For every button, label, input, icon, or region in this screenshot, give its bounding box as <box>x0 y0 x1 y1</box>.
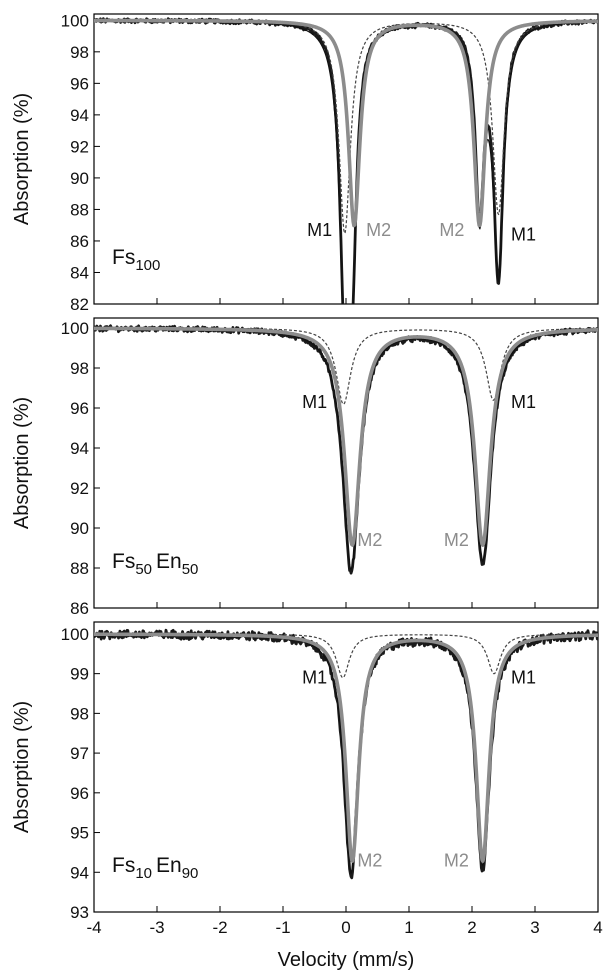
y-tick-label: 82 <box>70 295 89 314</box>
sample-sub2: 90 <box>182 865 199 882</box>
sample-label: Fs100 <box>112 246 160 274</box>
y-tick-label: 84 <box>70 263 89 282</box>
x-tick-label: -2 <box>212 918 227 937</box>
y-tick-label: 92 <box>70 479 89 498</box>
plot-area <box>94 628 598 880</box>
peak-label: M1 <box>511 392 536 412</box>
x-tick-label: -4 <box>86 918 101 937</box>
y-tick-label: 92 <box>70 137 89 156</box>
peak-label: M1 <box>511 668 536 688</box>
y-tick-label: 100 <box>61 625 89 644</box>
peak-label: M2 <box>444 530 469 550</box>
x-tick-label: 4 <box>593 918 602 937</box>
panel-1: 82 84 86 88 90 92 94 96 98 100 Absorption (%) M1 M2 M… <box>11 11 599 314</box>
peak-label: M2 <box>444 850 469 870</box>
y-tick-label: 88 <box>70 559 89 578</box>
y-tick-label: 100 <box>61 319 89 338</box>
peak-label: M1 <box>307 220 332 240</box>
x-axis-label: Velocity (mm/s) <box>278 949 415 971</box>
y-tick-label: 86 <box>70 599 89 618</box>
x-tick-label: 1 <box>404 918 413 937</box>
sample-label: Fs10 En90 <box>112 854 198 882</box>
y-tick-label: 98 <box>70 43 89 62</box>
y-tick-label: 88 <box>70 200 89 219</box>
panel-2: 86 88 90 92 94 96 98 100 Absorption (%) M1 M2 M2 M1 F… <box>11 317 599 618</box>
x-tick-label: -1 <box>275 918 290 937</box>
x-tick-label: -3 <box>149 918 164 937</box>
series-m2-doublet <box>94 18 598 228</box>
series-m1-doublet <box>94 19 598 234</box>
sample-main: Fs <box>112 246 135 269</box>
y-tick-label: 95 <box>70 824 89 843</box>
y-axis-label: Absorption (%) <box>11 93 33 225</box>
x-tick-label: 3 <box>530 918 539 937</box>
sample-sub: 10 <box>135 865 152 882</box>
y-tick-label: 96 <box>70 784 89 803</box>
sample-main: Fs <box>112 550 135 573</box>
series-m1-doublet <box>94 633 598 679</box>
y-tick-label: 97 <box>70 744 89 763</box>
sample-sub: 100 <box>135 257 160 274</box>
y-tick-label: 86 <box>70 232 89 251</box>
series-data <box>94 17 598 304</box>
sample-main2: En <box>156 550 182 573</box>
sample-label: Fs50 En50 <box>112 550 198 578</box>
sample-main: Fs <box>112 854 135 877</box>
series-m2-doublet <box>94 632 598 863</box>
plot-frame <box>93 13 599 305</box>
y-tick-label: 90 <box>70 519 89 538</box>
sample-main2: En <box>156 854 182 877</box>
x-tick-label: 0 <box>341 918 350 937</box>
plot-area <box>94 324 598 575</box>
peak-label: M2 <box>357 530 382 550</box>
y-tick-label: 94 <box>70 106 89 125</box>
series-envelope <box>94 20 598 304</box>
y-tick-label: 98 <box>70 704 89 723</box>
series-m2-doublet <box>94 326 598 547</box>
y-tick-label: 96 <box>70 74 89 93</box>
y-tick-label: 94 <box>70 863 89 882</box>
y-tick-label: 98 <box>70 359 89 378</box>
peak-label: M1 <box>302 668 327 688</box>
series-m1-doublet <box>94 327 598 405</box>
y-axis-label: Absorption (%) <box>11 701 33 833</box>
y-tick-label: 94 <box>70 439 89 458</box>
sample-sub: 50 <box>135 561 152 578</box>
x-tick-label: 2 <box>467 918 476 937</box>
y-tick-label: 90 <box>70 169 89 188</box>
peak-label: M1 <box>302 392 327 412</box>
peak-label: M2 <box>366 220 391 240</box>
peak-label: M2 <box>439 220 464 240</box>
sample-sub2: 50 <box>182 561 199 578</box>
y-axis-label: Absorption (%) <box>11 397 33 529</box>
panel-3: 93 94 95 96 97 98 99 100 -4 -3 -2 -1 0 1 2 3 4 Absorption… <box>11 621 603 971</box>
y-tick-label: 99 <box>70 665 89 684</box>
y-tick-label: 93 <box>70 903 89 922</box>
plot-area <box>94 17 598 304</box>
peak-label: M1 <box>511 225 536 245</box>
peak-label: M2 <box>357 850 382 870</box>
y-tick-label: 100 <box>61 11 89 30</box>
y-tick-label: 96 <box>70 399 89 418</box>
series-data <box>94 324 598 575</box>
